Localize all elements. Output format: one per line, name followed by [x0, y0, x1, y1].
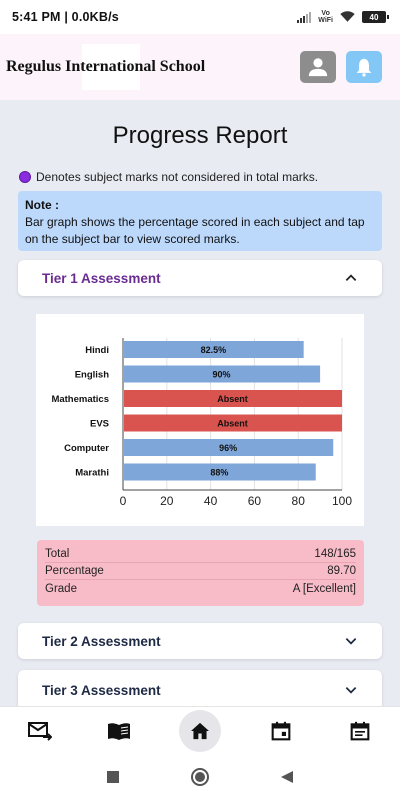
school-name: Regulus International School [6, 58, 206, 75]
tier1-accordion-header[interactable]: Tier 1 Assessment [18, 260, 382, 296]
category-label: Computer [64, 443, 109, 454]
nav-calendar-button[interactable] [261, 711, 301, 751]
school-logo [82, 44, 140, 90]
app-header: Regulus International School [0, 34, 400, 100]
grade-label: Grade [45, 582, 77, 595]
x-tick-label: 60 [248, 494, 262, 508]
chart-svg: Hindi 82.5% English 90% Mathematics Absent EVS… [51, 338, 352, 508]
bar[interactable] [124, 414, 342, 432]
profile-button[interactable] [300, 51, 336, 83]
mail-icon [27, 721, 52, 741]
main-content: Progress Report Denotes subject marks no… [0, 100, 400, 706]
wifi-icon [340, 11, 355, 22]
x-tick-label: 100 [332, 494, 352, 508]
signal-icon [297, 11, 312, 23]
volte-wifi-indicator: Vo WiFi [318, 10, 333, 24]
bar[interactable] [124, 341, 304, 358]
category-label: English [75, 370, 110, 381]
status-time: 5:41 PM | 0.0KB/s [12, 10, 119, 24]
x-tick-label: 20 [160, 494, 174, 508]
x-tick-label: 40 [204, 494, 218, 508]
bar-value-label: Absent [217, 419, 248, 429]
purple-dot-icon [19, 171, 31, 183]
note-title: Note : [25, 198, 59, 212]
bar-value-label: Absent [217, 394, 248, 404]
recents-square-icon[interactable] [106, 770, 120, 784]
nav-home-button[interactable] [178, 709, 221, 752]
category-label: Marathi [75, 468, 109, 479]
system-navigation [0, 754, 400, 800]
bar-value-label: 82.5% [201, 345, 227, 355]
summary-percentage-row: Percentage 89.70 [45, 563, 356, 580]
tier3-label: Tier 3 Assessment [42, 682, 161, 698]
status-bar: 5:41 PM | 0.0KB/s Vo WiFi 40 [0, 0, 400, 34]
legend-note-text: Denotes subject marks not considered in … [36, 170, 319, 184]
bar-value-label: 88% [210, 468, 228, 478]
legend-note: Denotes subject marks not considered in … [19, 170, 318, 184]
chevron-down-icon [345, 638, 357, 645]
nav-timetable-button[interactable] [340, 711, 380, 751]
bar[interactable] [124, 463, 316, 481]
bar-value-label: 90% [213, 370, 231, 380]
back-triangle-icon[interactable] [280, 770, 294, 784]
bottom-navigation [0, 706, 400, 754]
bar[interactable] [124, 365, 321, 383]
percentage-label: Percentage [45, 565, 104, 577]
page-title: Progress Report [112, 122, 288, 149]
tier1-bar-chart: Hindi 82.5% English 90% Mathematics Absent EVS… [36, 314, 364, 526]
percentage-value: 89.70 [327, 565, 356, 577]
chevron-down-icon [345, 687, 357, 694]
chevron-up-icon [345, 274, 357, 281]
bell-icon [356, 58, 372, 77]
x-tick-label: 0 [120, 494, 127, 508]
note-text: Bar graph shows the percentage scored in… [25, 215, 365, 246]
note-box: Note : Bar graph shows the percentage sc… [18, 191, 382, 251]
grade-value: A [Excellent] [292, 582, 356, 595]
bar-value-label: 96% [219, 443, 237, 453]
calendar-icon [271, 721, 290, 740]
schedule-icon [350, 721, 370, 740]
tier2-accordion-header[interactable]: Tier 2 Assessment [18, 623, 382, 659]
tier1-label: Tier 1 Assessment [42, 270, 161, 286]
nav-messages-button[interactable] [20, 711, 60, 751]
summary-total-row: Total 148/165 [45, 546, 356, 563]
battery-icon: 40 [362, 11, 389, 23]
total-label: Total [45, 548, 70, 560]
total-value: 148/165 [314, 548, 356, 560]
home-circle-icon[interactable] [190, 767, 210, 787]
category-label: EVS [90, 419, 109, 430]
bar[interactable] [124, 439, 334, 456]
home-icon [190, 722, 209, 739]
tier1-summary: Total 148/165 Percentage 89.70 Grade A [… [37, 540, 364, 606]
user-icon [308, 58, 328, 77]
x-tick-label: 80 [292, 494, 306, 508]
nav-diary-button[interactable] [99, 711, 139, 751]
category-label: Mathematics [51, 394, 109, 405]
tier2-label: Tier 2 Assessment [42, 633, 161, 649]
bar[interactable] [124, 390, 342, 407]
category-label: Hindi [85, 345, 109, 356]
book-icon [108, 722, 131, 740]
tier3-accordion-header[interactable]: Tier 3 Assessment [18, 670, 382, 706]
notification-button[interactable] [346, 51, 382, 83]
summary-grade-row: Grade A [Excellent] [45, 580, 356, 597]
